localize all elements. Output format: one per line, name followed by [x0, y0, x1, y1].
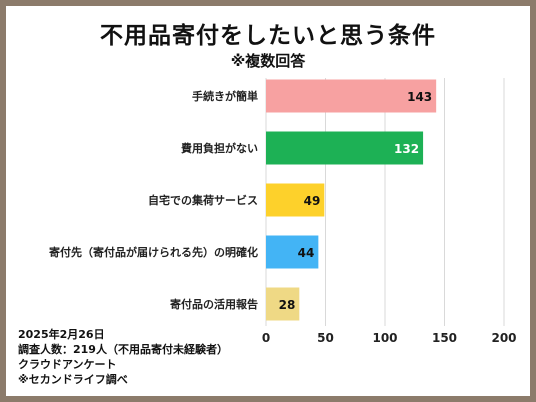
x-tick-label: 200 — [491, 331, 516, 345]
bar-chart: 0 50 100 150 200 手続きが簡単 143 費用負担がない 132 自宅での集荷サービ… — [49, 78, 517, 345]
bar — [266, 79, 437, 113]
survey-notes: 2025年2月26日 調査人数：219人（不用品寄付未経験者） クラウドアンケー… — [18, 327, 228, 387]
data-label: 49 — [304, 194, 321, 208]
survey-source: ※セカンドライフ調べ — [18, 373, 128, 386]
x-tick-label: 50 — [317, 331, 334, 345]
category-label: 自宅での集荷サービス — [148, 193, 258, 207]
category-label: 寄付品の活用報告 — [170, 297, 258, 311]
x-tick-label: 100 — [372, 331, 397, 345]
category-label: 寄付先（寄付品が届けられる先）の明確化 — [49, 245, 258, 259]
data-label: 132 — [394, 142, 419, 156]
category-label: 手続きが簡単 — [192, 89, 258, 103]
data-label: 28 — [279, 298, 296, 312]
survey-date: 2025年2月26日 — [18, 328, 105, 341]
data-label: 143 — [407, 90, 432, 104]
chart-subtitle: ※複数回答 — [230, 52, 306, 70]
category-label: 費用負担がない — [180, 141, 258, 155]
chart-title: 不用品寄付をしたいと思う条件 — [100, 23, 436, 49]
bar — [266, 131, 424, 165]
bar — [266, 183, 325, 217]
data-label: 44 — [298, 246, 315, 260]
survey-method: クラウドアンケート — [18, 358, 117, 371]
survey-respondents: 調査人数：219人（不用品寄付未経験者） — [18, 343, 228, 356]
x-tick-label: 150 — [432, 331, 457, 345]
chart-card: 不用品寄付をしたいと思う条件 ※複数回答 0 50 100 150 200 手続きが簡単 1… — [6, 6, 530, 396]
x-tick-label: 0 — [262, 331, 270, 345]
bar — [266, 235, 319, 269]
bar — [266, 287, 300, 321]
